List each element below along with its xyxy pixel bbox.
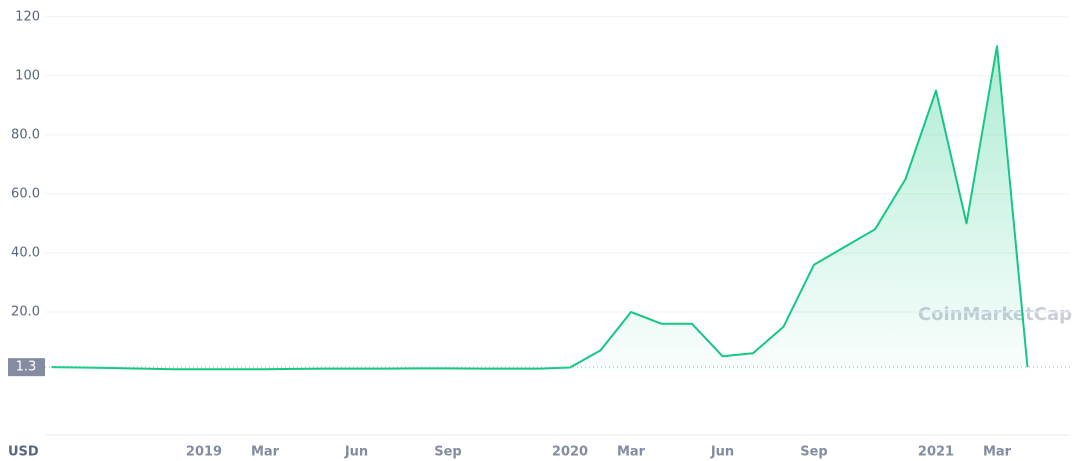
y-tick-label: 120 [15, 9, 40, 24]
price-line [51, 45, 1029, 371]
y-tick-label: 100 [15, 68, 40, 83]
x-tick-label: Jun [344, 445, 368, 460]
current-price-box [8, 358, 45, 377]
x-tick-label: Jun [710, 445, 734, 460]
x-tick-label: Sep [434, 445, 462, 460]
x-tick-label: Mar [983, 445, 1012, 460]
y-tick-label: 40.0 [11, 245, 40, 260]
y-tick-label: 20.0 [11, 304, 40, 319]
y-tick-label: 60.0 [11, 186, 40, 201]
x-tick-label: Sep [800, 445, 828, 460]
y-tick-label: 80.0 [11, 127, 40, 142]
x-tick-label: 2019 [186, 445, 222, 460]
area [51, 46, 1028, 371]
current-price-label: 1.3 [16, 360, 37, 375]
x-tick-label: 2021 [918, 445, 954, 460]
currency-label: USD [8, 445, 39, 460]
x-tick-label: 2020 [552, 445, 588, 460]
x-tick-label: Mar [617, 445, 646, 460]
x-tick-label: Mar [251, 445, 280, 460]
